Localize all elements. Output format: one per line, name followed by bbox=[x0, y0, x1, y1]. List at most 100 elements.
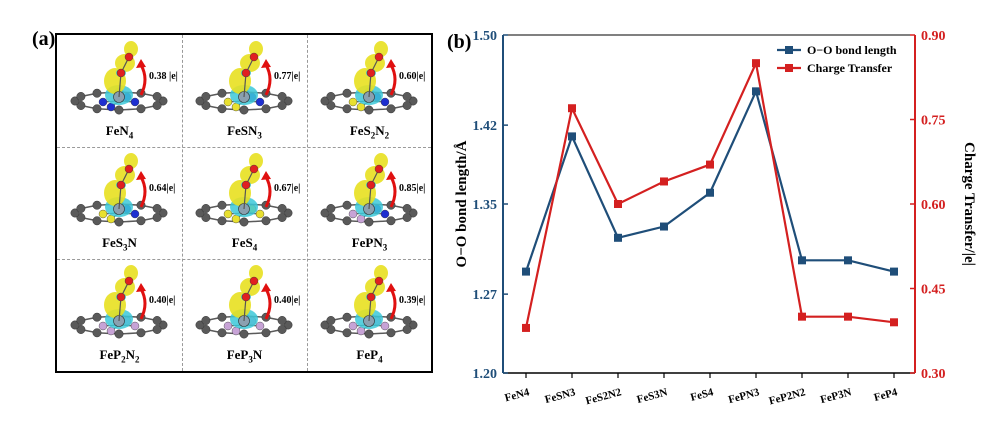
carbon-atom bbox=[76, 204, 86, 213]
data-point-charge-transfer bbox=[568, 104, 576, 113]
carbon-atom bbox=[326, 316, 336, 325]
structure-cell: 0.60|e| FeS2N2 bbox=[307, 35, 432, 147]
carbon-atom bbox=[201, 213, 211, 222]
molecule-graphic bbox=[70, 153, 168, 227]
isosurface-yellow bbox=[374, 153, 388, 169]
structure-cell: 0.77|e| FeSN3 bbox=[182, 35, 307, 147]
x-tick-label: FeP4 bbox=[873, 386, 900, 404]
carbon-atom bbox=[201, 204, 211, 213]
arrow-head bbox=[261, 283, 271, 292]
x-tick-label: FeP2N2 bbox=[768, 386, 808, 407]
carbon-atom bbox=[152, 92, 162, 101]
molecule-graphic bbox=[195, 153, 293, 227]
carbon-atom bbox=[283, 208, 293, 218]
charge-transfer-label: 0.39|e| bbox=[399, 295, 426, 306]
grid-separator-horizontal bbox=[57, 147, 431, 148]
charge-arrow bbox=[264, 288, 272, 320]
isosurface-yellow bbox=[124, 265, 138, 281]
carbon-atom bbox=[152, 213, 162, 222]
structure-label: FeS3N bbox=[102, 235, 137, 253]
dopant-atom bbox=[130, 321, 140, 331]
dopant-atom bbox=[98, 97, 108, 107]
data-point-bond-length bbox=[568, 132, 576, 141]
carbon-atom bbox=[326, 325, 336, 334]
dopant-atom bbox=[98, 321, 108, 331]
carbon-atom bbox=[261, 104, 271, 114]
oxygen-atom bbox=[374, 52, 384, 62]
carbon-atom bbox=[158, 208, 168, 218]
carbon-atom bbox=[195, 96, 205, 106]
carbon-atom bbox=[92, 216, 102, 226]
oxygen-atom bbox=[249, 164, 259, 174]
carbon-atom bbox=[201, 101, 211, 110]
grid-separator-horizontal bbox=[57, 259, 431, 260]
isosurface-yellow bbox=[249, 153, 263, 169]
structure-cell: 0.39|e| FeP4 bbox=[307, 259, 432, 371]
x-tick-label: FeN4 bbox=[503, 386, 531, 404]
data-point-bond-length bbox=[706, 188, 714, 197]
data-point-charge-transfer bbox=[798, 312, 806, 321]
oxygen-atom bbox=[366, 292, 376, 302]
molecule-graphic bbox=[70, 265, 168, 339]
charge-transfer-label: 0.40|e| bbox=[274, 295, 301, 306]
arrow-head bbox=[386, 171, 396, 180]
structure-cell: 0.67|e| FeS4 bbox=[182, 147, 307, 259]
y-tick-label-left: 1.35 bbox=[473, 198, 498, 213]
carbon-atom bbox=[217, 88, 227, 98]
charge-arrow bbox=[264, 64, 272, 96]
carbon-atom bbox=[342, 104, 352, 114]
charge-transfer-label: 0.60|e| bbox=[399, 71, 426, 82]
arrow-head bbox=[261, 171, 271, 180]
x-tick-label: FeS3N bbox=[636, 386, 669, 406]
legend-marker bbox=[785, 64, 793, 72]
carbon-atom bbox=[386, 328, 396, 338]
structure-cell: 0.64|e| FeS3N bbox=[57, 147, 182, 259]
panel-a-tag: (a) bbox=[32, 28, 56, 50]
oxygen-atom bbox=[241, 180, 251, 190]
oxygen-atom bbox=[116, 68, 126, 78]
carbon-atom bbox=[386, 216, 396, 226]
data-point-bond-length bbox=[614, 233, 622, 242]
carbon-atom bbox=[201, 325, 211, 334]
dopant-atom bbox=[380, 321, 390, 331]
carbon-atom bbox=[76, 213, 86, 222]
x-tick-label: FeS2N2 bbox=[584, 386, 623, 407]
y-tick-label-left: 1.20 bbox=[473, 367, 498, 382]
data-point-bond-length bbox=[522, 267, 530, 276]
arrow-head bbox=[386, 59, 396, 68]
carbon-atom bbox=[320, 320, 330, 330]
charge-transfer-label: 0.40|e| bbox=[149, 295, 176, 306]
carbon-atom bbox=[195, 320, 205, 330]
carbon-atom bbox=[386, 104, 396, 114]
carbon-atom bbox=[76, 325, 86, 334]
y-tick-label-right: 0.90 bbox=[921, 29, 946, 44]
y-axis-right-title: Charge Transfer/|e| bbox=[961, 142, 977, 266]
y-tick-label-left: 1.27 bbox=[473, 288, 498, 303]
carbon-atom bbox=[195, 208, 205, 218]
charge-arrow bbox=[264, 176, 272, 208]
carbon-atom bbox=[217, 216, 227, 226]
carbon-atom bbox=[364, 105, 374, 115]
carbon-atom bbox=[92, 328, 102, 338]
molecule-graphic bbox=[320, 41, 418, 115]
carbon-atom bbox=[217, 312, 227, 322]
oxygen-atom bbox=[249, 52, 259, 62]
oxygen-atom bbox=[366, 180, 376, 190]
arrow-head bbox=[136, 171, 146, 180]
isosurface-yellow bbox=[124, 153, 138, 169]
oxygen-atom bbox=[116, 180, 126, 190]
data-point-bond-length bbox=[660, 222, 668, 231]
data-point-charge-transfer bbox=[844, 312, 852, 321]
oxygen-atom bbox=[366, 68, 376, 78]
arrow-head bbox=[386, 283, 396, 292]
x-tick-label: FeS4 bbox=[689, 386, 715, 404]
grid-separator-vertical bbox=[307, 35, 308, 371]
carbon-atom bbox=[402, 316, 412, 325]
carbon-atom bbox=[283, 320, 293, 330]
carbon-atom bbox=[277, 316, 287, 325]
structure-label: FeS2N2 bbox=[349, 123, 390, 141]
carbon-atom bbox=[342, 312, 352, 322]
carbon-atom bbox=[70, 320, 80, 330]
dopant-atom bbox=[98, 209, 108, 219]
structure-label: FeP2N2 bbox=[99, 347, 140, 365]
